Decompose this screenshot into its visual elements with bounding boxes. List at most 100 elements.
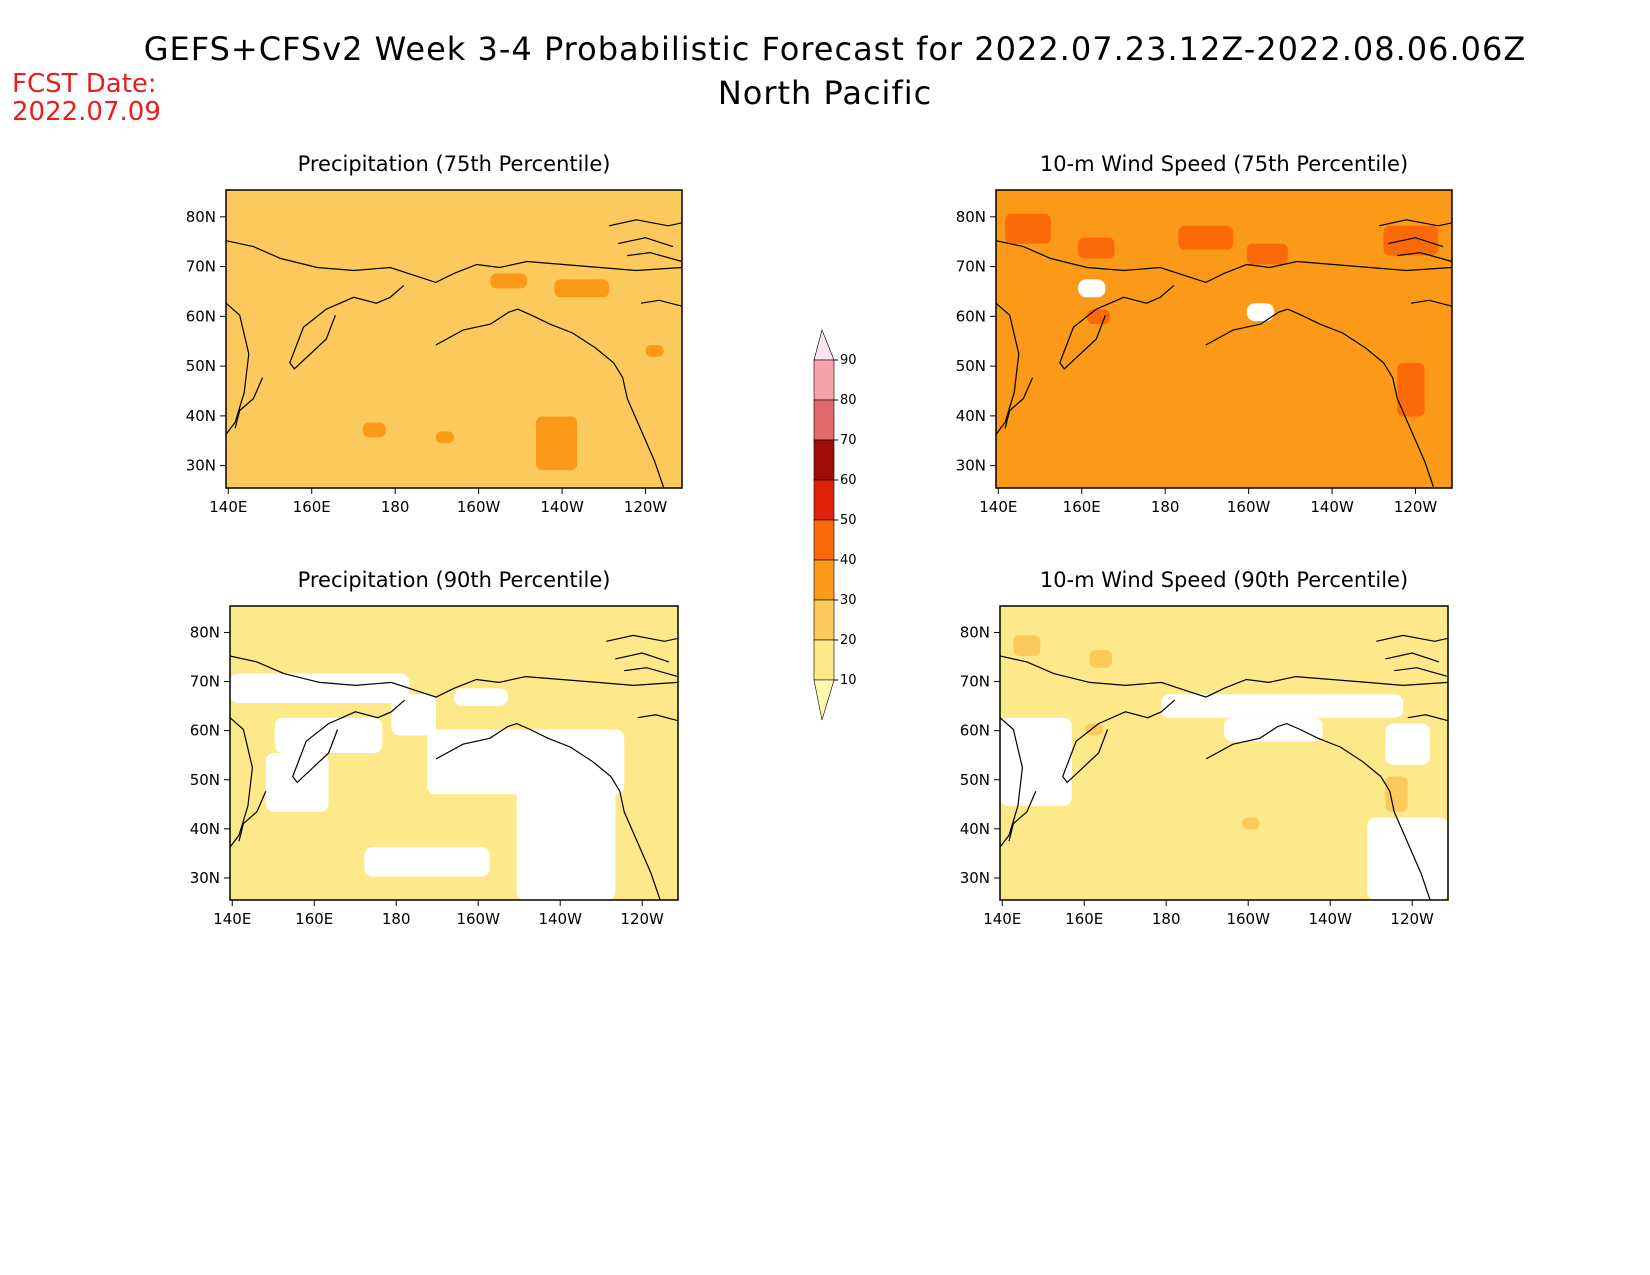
lon-tick-label: 180 <box>1151 498 1180 516</box>
high-prob-region <box>1089 650 1112 668</box>
colorbar-segment <box>813 519 835 561</box>
lon-tick-label: 160E <box>293 498 331 516</box>
coastline <box>1410 299 1453 307</box>
colorbar-bottom-arrow <box>813 679 835 721</box>
map-panel-precip-75: 80N 70N 60N 50N 40N 30N 140E 160E 180 160W 140W 120… <box>186 189 683 516</box>
colorbar-label: 50 <box>840 513 857 528</box>
coastline <box>1397 251 1453 263</box>
lon-tick-label: 180 <box>381 498 410 516</box>
forecast-date-label: FCST Date: <box>12 69 157 99</box>
colorbar-segment <box>813 559 835 601</box>
low-prob-region <box>454 688 508 706</box>
lat-tick-label: 50N <box>960 771 990 789</box>
lon-tick-label: 160W <box>1226 910 1270 928</box>
colorbar-segment <box>813 479 835 521</box>
map-frame <box>995 189 1453 489</box>
low-prob-region <box>1385 723 1431 765</box>
lat-tick-label: 80N <box>186 208 216 226</box>
high-prob-region <box>1397 362 1425 417</box>
colorbar-label: 40 <box>840 553 857 568</box>
lon-tick-label: 140E <box>209 498 247 516</box>
coastline <box>435 308 614 364</box>
lat-tick-label: 40N <box>186 407 216 425</box>
low-prob-region <box>230 673 410 704</box>
lon-tick-label: 160W <box>456 910 500 928</box>
panel-title-wind-75: 10-m Wind Speed (75th Percentile) <box>1039 152 1409 176</box>
coastline <box>999 717 1024 848</box>
map-panel-precip-90: 80N 70N 60N 50N 40N 30N 140E 160E 180 160W 140W 120… <box>190 605 679 928</box>
coastline <box>225 302 250 435</box>
lon-tick-label: 180 <box>382 910 411 928</box>
map-panel-wind-90: 80N 70N 60N 50N 40N 30N 140E 160E 180 160W 140W 120… <box>960 605 1449 928</box>
coastline <box>610 776 661 901</box>
colorbar-top-arrow <box>813 329 835 361</box>
colorbar-segment <box>813 599 835 641</box>
lon-tick-label: 120W <box>620 910 664 928</box>
coastline <box>608 219 683 227</box>
lat-tick-label: 60N <box>960 722 990 740</box>
low-prob-region <box>427 729 625 795</box>
coastline <box>618 237 674 248</box>
map-frame <box>225 189 683 489</box>
lon-tick-label: 180 <box>1152 910 1181 928</box>
low-prob-region <box>1246 303 1275 322</box>
high-prob-region <box>1078 237 1115 259</box>
lat-tick-label: 80N <box>956 208 986 226</box>
colorbar-label: 80 <box>840 393 857 408</box>
coastline <box>229 655 679 698</box>
coastline <box>1388 237 1444 248</box>
coastline <box>627 251 683 263</box>
coastline <box>1380 776 1431 901</box>
lon-tick-label: 140E <box>213 910 251 928</box>
lon-tick-label: 120W <box>624 498 668 516</box>
lat-tick-label: 80N <box>190 623 220 641</box>
high-prob-region <box>554 279 610 298</box>
coastline <box>238 790 267 842</box>
map-frame <box>999 605 1449 901</box>
coastline <box>229 717 254 848</box>
lon-tick-label: 140W <box>1308 910 1352 928</box>
lon-tick-label: 120W <box>1390 910 1434 928</box>
coastline <box>1376 634 1449 642</box>
low-prob-region <box>1000 717 1072 806</box>
coastline <box>234 377 264 429</box>
forecast-date-value: 2022.07.09 <box>12 97 161 127</box>
coastline <box>640 299 683 307</box>
panel-title-precip-75: Precipitation (75th Percentile) <box>297 152 611 176</box>
low-prob-region <box>391 694 437 736</box>
colorbar: 10 20 30 40 50 60 70 80 90 <box>813 329 857 721</box>
lon-tick-label: 160E <box>295 910 333 928</box>
high-prob-region <box>1246 243 1288 265</box>
low-prob-region <box>1367 817 1448 900</box>
coastline <box>1394 667 1449 678</box>
lat-tick-label: 30N <box>956 457 986 475</box>
high-prob-region <box>1087 309 1110 325</box>
region-subtitle: North Pacific <box>717 74 933 112</box>
coastline <box>292 699 406 784</box>
lat-tick-label: 60N <box>190 722 220 740</box>
lat-tick-label: 70N <box>186 258 216 276</box>
lon-tick-label: 160W <box>1227 498 1271 516</box>
main-title: GEFS+CFSv2 Week 3-4 Probabilistic Foreca… <box>143 30 1527 68</box>
high-prob-region <box>1178 225 1234 250</box>
lon-tick-label: 140W <box>538 910 582 928</box>
lon-tick-label: 160E <box>1065 910 1103 928</box>
colorbar-label: 10 <box>840 673 857 688</box>
coastline <box>606 634 679 642</box>
high-prob-region <box>1085 723 1104 736</box>
coastline <box>1383 362 1435 489</box>
coastline <box>1378 219 1453 227</box>
coastline <box>624 667 679 678</box>
lat-tick-label: 60N <box>956 307 986 325</box>
lat-tick-label: 70N <box>190 673 220 691</box>
colorbar-segment <box>813 359 835 401</box>
high-prob-region <box>1005 213 1051 244</box>
lon-tick-label: 120W <box>1394 498 1438 516</box>
coastline <box>289 284 405 370</box>
high-prob-region <box>362 422 386 438</box>
coastline <box>995 240 1453 284</box>
coastline <box>435 722 612 777</box>
lon-tick-label: 140E <box>979 498 1017 516</box>
lat-tick-label: 40N <box>956 407 986 425</box>
lat-tick-label: 30N <box>190 869 220 887</box>
